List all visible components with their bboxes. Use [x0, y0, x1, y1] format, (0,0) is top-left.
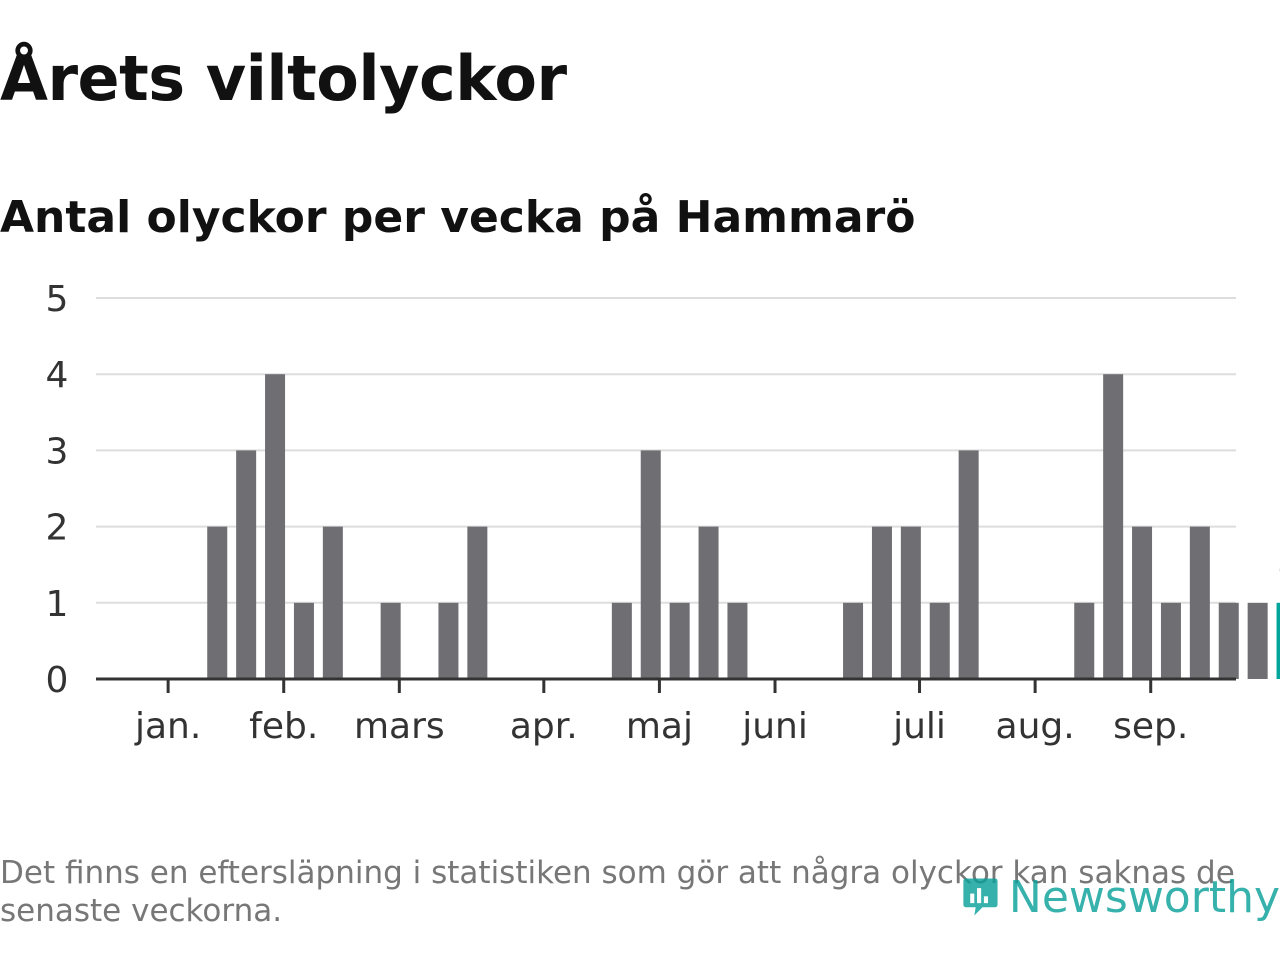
- bar: [1160, 602, 1181, 679]
- bar: [958, 450, 979, 679]
- bar: [322, 526, 343, 679]
- y-tick-label: 5: [46, 279, 69, 320]
- bar: [265, 374, 286, 679]
- bar: [727, 602, 748, 679]
- y-tick-label: 0: [46, 660, 69, 701]
- y-tick-label: 2: [46, 508, 69, 549]
- x-tick-label: maj: [626, 706, 693, 747]
- brand-name: Newsworthy: [1008, 871, 1280, 923]
- bar: [1189, 526, 1210, 679]
- x-tick-label: mars: [354, 706, 445, 747]
- bar: [1103, 374, 1124, 679]
- y-tick-label: 3: [46, 431, 69, 472]
- bar: [698, 526, 719, 679]
- bar: [467, 526, 488, 679]
- x-tick-label: apr.: [510, 706, 578, 747]
- footnote: Det finns en eftersläpning i statistiken…: [0, 855, 1235, 929]
- bar: [1218, 602, 1239, 679]
- highlight-bar: [1276, 602, 1280, 679]
- bar: [900, 526, 921, 679]
- bar: [1132, 526, 1153, 679]
- brand-logo: Newsworthy: [962, 862, 1280, 932]
- bar: [380, 602, 401, 679]
- x-tick-label: sep.: [1113, 706, 1188, 747]
- y-tick-label: 4: [46, 355, 69, 396]
- bar: [1247, 602, 1268, 679]
- chart-subtitle: Antal olyckor per vecka på Hammarö: [0, 192, 916, 243]
- x-tick-label: feb.: [249, 706, 318, 747]
- bar: [929, 602, 950, 679]
- x-tick-label: aug.: [996, 706, 1075, 747]
- bar: [293, 602, 314, 679]
- bar: [438, 602, 459, 679]
- x-tick-label: jan.: [134, 706, 201, 747]
- bar: [640, 450, 661, 679]
- bar: [611, 602, 632, 679]
- bar: [207, 526, 228, 679]
- chart-title: Årets viltolyckor: [0, 42, 567, 115]
- y-tick-label: 1: [46, 584, 69, 625]
- bar: [871, 526, 892, 679]
- bar: [236, 450, 257, 679]
- bar: [843, 602, 864, 679]
- x-tick-label: juni: [741, 706, 808, 747]
- data-label: 1: [1276, 561, 1280, 599]
- x-tick-label: juli: [892, 706, 946, 747]
- bar: [669, 602, 690, 679]
- newsworthy-logo-icon: [963, 878, 998, 916]
- bar: [1074, 602, 1095, 679]
- bar-chart: 0 1 2 3 4 5 1 jan. feb. mars apr. maj juni juli aug. se…: [46, 279, 1280, 747]
